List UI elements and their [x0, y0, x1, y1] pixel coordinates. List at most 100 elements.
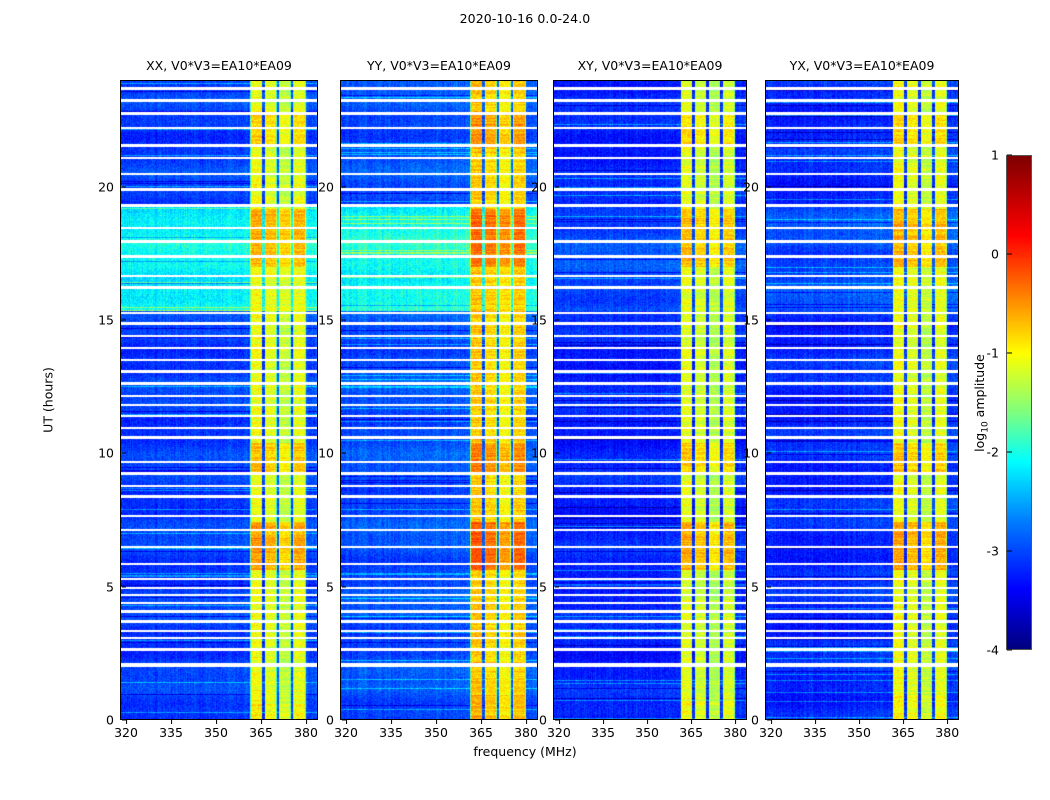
y-axis-tick: 20: [743, 179, 771, 194]
y-axis-tick: 10: [531, 446, 559, 461]
tick-mark: [767, 186, 771, 188]
panel-title-xx: XX, V0*V3=EA10*EA09: [146, 58, 292, 73]
heatmap-canvas-xx: [121, 81, 317, 719]
tick-mark: [260, 720, 262, 724]
tick-mark: [859, 720, 861, 724]
x-axis-tick: 320: [547, 720, 571, 740]
heatmap-axes-yy[interactable]: [340, 80, 538, 720]
tick-mark: [435, 720, 437, 724]
tick-mark: [767, 319, 771, 321]
tick-mark: [555, 452, 559, 454]
colorbar-canvas: [1007, 156, 1031, 649]
y-axis-label: UT (hours): [40, 367, 56, 433]
panel-yy[interactable]: YY, V0*V3=EA10*EA09 320 335 350 365 380 0 5 10 1…: [318, 58, 538, 740]
tick-mark: [122, 586, 126, 588]
heatmap-axes-xx[interactable]: [120, 80, 318, 720]
x-axis-tick: 335: [591, 720, 615, 740]
y-axis-tick: 20: [98, 179, 126, 194]
y-axis-tick: 20: [531, 179, 559, 194]
y-axis-tick: 0: [539, 713, 559, 728]
tick-mark: [767, 586, 771, 588]
tick-mark: [555, 319, 559, 321]
tick-mark: [342, 186, 346, 188]
x-axis-label: frequency (MHz): [473, 744, 577, 759]
tick-mark: [170, 720, 172, 724]
tick-mark: [122, 719, 126, 721]
y-axis-tick: 0: [751, 713, 771, 728]
y-axis-tick: 20: [318, 179, 346, 194]
x-axis-tick: 320: [114, 720, 138, 740]
tick-mark: [647, 720, 649, 724]
tick-mark: [1007, 451, 1012, 453]
x-axis-tick: 350: [847, 720, 871, 740]
y-axis-tick: 15: [98, 313, 126, 328]
tick-mark: [555, 586, 559, 588]
x-axis-tick: 350: [424, 720, 448, 740]
x-axis-tick: 350: [204, 720, 228, 740]
heatmap-axes-yx[interactable]: [765, 80, 959, 720]
heatmap-canvas-yy: [341, 81, 537, 719]
colorbar-tick: -2: [987, 445, 1012, 460]
tick-mark: [555, 719, 559, 721]
x-axis-tick: 335: [379, 720, 403, 740]
tick-mark: [122, 319, 126, 321]
colorbar-tick: 0: [991, 247, 1012, 262]
panel-title-yy: YY, V0*V3=EA10*EA09: [367, 58, 511, 73]
tick-mark: [947, 720, 949, 724]
tick-mark: [525, 720, 527, 724]
colorbar[interactable]: -4 -3 -2 -1 0 1: [987, 148, 1032, 658]
tick-mark: [602, 720, 604, 724]
y-axis-tick: 0: [106, 713, 126, 728]
tick-mark: [305, 720, 307, 724]
tick-mark: [767, 452, 771, 454]
x-axis-tick: 365: [249, 720, 273, 740]
colorbar-tick: 1: [991, 148, 1012, 163]
panel-title-yx: YX, V0*V3=EA10*EA09: [789, 58, 935, 73]
x-axis-tick: 380: [935, 720, 959, 740]
x-axis-tick: 365: [469, 720, 493, 740]
tick-mark: [342, 586, 346, 588]
tick-mark: [342, 452, 346, 454]
panel-yx[interactable]: YX, V0*V3=EA10*EA09 320 335 350 365 380 0 5 10 1…: [743, 58, 959, 740]
x-axis-tick: 380: [723, 720, 747, 740]
y-axis-tick: 5: [751, 579, 771, 594]
x-axis-tick: 350: [635, 720, 659, 740]
tick-mark: [558, 720, 560, 724]
x-axis-tick: 365: [679, 720, 703, 740]
x-axis-tick: 380: [514, 720, 538, 740]
tick-mark: [215, 720, 217, 724]
x-axis-tick: 335: [159, 720, 183, 740]
tick-mark: [390, 720, 392, 724]
y-axis-tick: 15: [318, 313, 346, 328]
heatmap-axes-xy[interactable]: [553, 80, 747, 720]
heatmap-canvas-xy: [554, 81, 746, 719]
x-axis-tick: 335: [803, 720, 827, 740]
y-axis-tick: 5: [326, 579, 346, 594]
tick-mark: [122, 186, 126, 188]
tick-mark: [1007, 550, 1012, 552]
tick-mark: [342, 319, 346, 321]
figure-suptitle: 2020-10-16 0.0-24.0: [459, 11, 591, 26]
tick-mark: [1007, 649, 1012, 651]
colorbar-gradient: [1006, 155, 1032, 650]
tick-mark: [1007, 253, 1012, 255]
colorbar-label: log10 amplitude: [971, 354, 991, 452]
tick-mark: [814, 720, 816, 724]
colorbar-tick: -1: [987, 346, 1012, 361]
y-axis-tick: 5: [539, 579, 559, 594]
colorbar-tick: -4: [987, 643, 1012, 658]
x-axis-tick: 380: [294, 720, 318, 740]
tick-mark: [1007, 352, 1012, 354]
tick-mark: [345, 720, 347, 724]
y-axis-tick: 10: [98, 446, 126, 461]
panel-xy[interactable]: XY, V0*V3=EA10*EA09 320 335 350 365 380 0 5 10 1…: [531, 58, 747, 740]
y-axis-tick: 0: [326, 713, 346, 728]
y-axis-tick: 15: [743, 313, 771, 328]
tick-mark: [691, 720, 693, 724]
x-axis-tick: 365: [891, 720, 915, 740]
panel-xx[interactable]: XX, V0*V3=EA10*EA09 320 335 350 365 380 0 5 10 1…: [98, 58, 318, 740]
x-axis-tick: 320: [334, 720, 358, 740]
y-axis-tick: 10: [318, 446, 346, 461]
y-axis-tick: 5: [106, 579, 126, 594]
